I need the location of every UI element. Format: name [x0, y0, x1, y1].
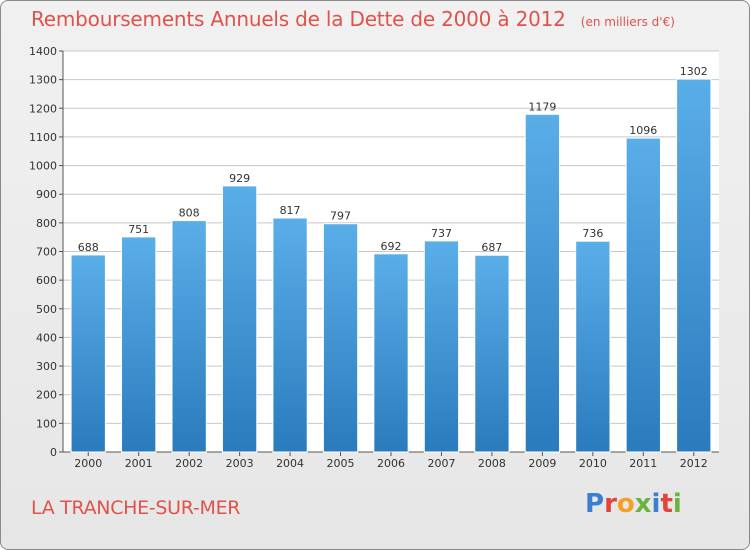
- logo-letter: P: [585, 489, 605, 519]
- x-tick-label: 2004: [276, 457, 304, 470]
- bar-value-label: 1096: [629, 124, 657, 137]
- bar: [221, 185, 258, 453]
- x-tick-label: 2007: [427, 457, 455, 470]
- logo-letter: x: [634, 489, 652, 519]
- logo-letter: t: [660, 489, 673, 519]
- y-tick-label: 0: [50, 446, 57, 459]
- x-tick-label: 2010: [579, 457, 607, 470]
- logo-letter: i: [672, 489, 682, 519]
- bar: [272, 217, 308, 453]
- bar: [625, 137, 661, 453]
- x-tick-label: 2009: [528, 457, 556, 470]
- y-tick-label: 800: [36, 217, 57, 230]
- bar-value-label: 1302: [680, 65, 708, 78]
- bar-value-label: 692: [381, 240, 402, 253]
- y-tick-label: 1200: [29, 102, 57, 115]
- bar: [121, 236, 157, 453]
- y-tick-label: 100: [36, 417, 57, 430]
- y-tick-label: 200: [36, 389, 57, 402]
- bar: [70, 254, 106, 453]
- x-tick-label: 2000: [74, 457, 102, 470]
- y-tick-label: 400: [36, 331, 57, 344]
- chart-title: Remboursements Annuels de la Dette de 20…: [31, 7, 566, 31]
- bar-value-label: 751: [128, 223, 149, 236]
- chart-subtitle: (en milliers d'€): [580, 15, 675, 29]
- bar: [524, 113, 561, 453]
- bar-value-label: 929: [229, 172, 250, 185]
- bar-value-label: 688: [78, 241, 99, 254]
- x-tick-label: 2006: [377, 457, 405, 470]
- y-tick-label: 1100: [29, 131, 57, 144]
- bar-value-label: 737: [431, 227, 452, 240]
- bar-value-label: 817: [280, 204, 301, 217]
- bar: [423, 240, 460, 453]
- bar-value-label: 736: [582, 227, 603, 240]
- x-tick-label: 2002: [175, 457, 203, 470]
- x-tick-label: 2001: [125, 457, 153, 470]
- logo-letter: r: [604, 489, 617, 519]
- y-tick-label: 700: [36, 246, 57, 259]
- location-label: LA TRANCHE-SUR-MER: [31, 497, 241, 519]
- y-tick-label: 1300: [29, 74, 57, 87]
- x-tick-label: 2008: [478, 457, 506, 470]
- bar: [373, 253, 409, 453]
- bar-value-label: 1179: [528, 100, 556, 113]
- y-tick-label: 900: [36, 188, 57, 201]
- y-tick-label: 500: [36, 303, 57, 316]
- proxiti-logo[interactable]: Proxiti: [585, 489, 682, 519]
- bar: [676, 78, 712, 453]
- x-tick-label: 2011: [629, 457, 657, 470]
- bar-value-label: 808: [179, 207, 200, 220]
- y-tick-label: 300: [36, 360, 57, 373]
- bar-value-label: 797: [330, 210, 351, 223]
- y-tick-label: 600: [36, 274, 57, 287]
- x-tick-label: 2003: [226, 457, 254, 470]
- x-tick-label: 2012: [680, 457, 708, 470]
- logo-letter: i: [651, 489, 661, 519]
- y-tick-label: 1000: [29, 160, 57, 173]
- bar: [171, 220, 207, 453]
- logo-letter: o: [616, 489, 635, 519]
- bar: [474, 254, 510, 453]
- y-tick-label: 1400: [29, 45, 57, 58]
- bar-value-label: 687: [481, 241, 502, 254]
- title-row: Remboursements Annuels de la Dette de 20…: [31, 7, 675, 31]
- bar: [575, 240, 611, 453]
- bar: [322, 223, 359, 453]
- x-tick-label: 2005: [327, 457, 355, 470]
